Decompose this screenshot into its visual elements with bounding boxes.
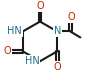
Text: HN: HN <box>7 26 22 37</box>
Text: O: O <box>3 46 11 56</box>
Text: O: O <box>67 12 75 22</box>
Text: N: N <box>54 26 61 37</box>
Text: O: O <box>53 62 61 72</box>
Text: HN: HN <box>25 56 39 66</box>
Text: O: O <box>36 1 44 11</box>
